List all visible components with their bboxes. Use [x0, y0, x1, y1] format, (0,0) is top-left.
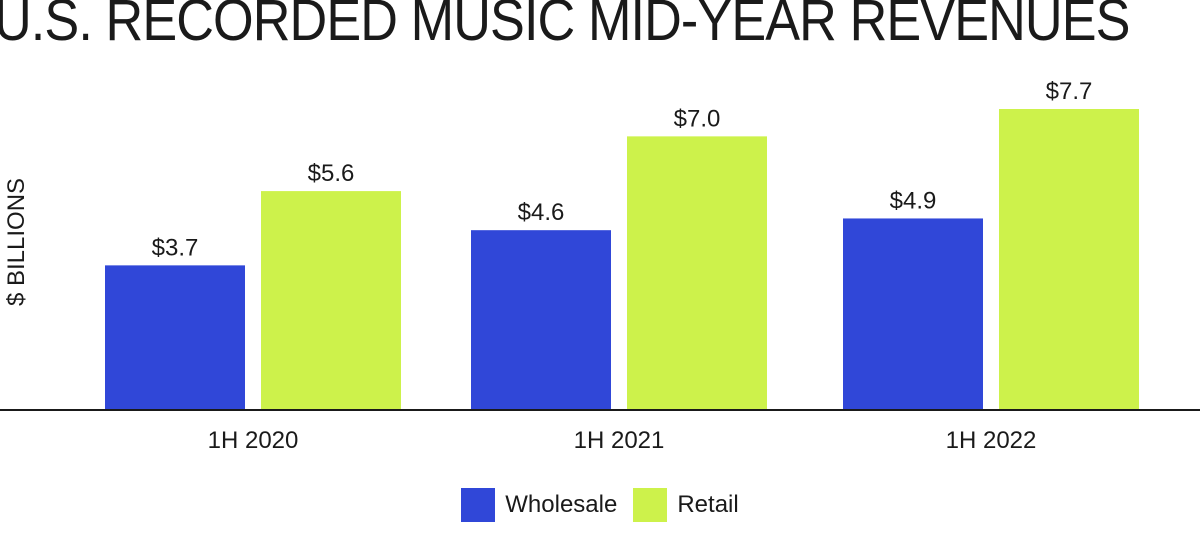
y-axis-label: $ BILLIONS	[3, 178, 30, 306]
bar-wholesale-1	[471, 230, 611, 410]
legend-swatch-wholesale	[461, 488, 496, 522]
value-label-retail-0: $5.6	[308, 160, 355, 187]
category-label-1: 1H 2021	[574, 427, 665, 454]
value-label-wholesale-2: $4.9	[890, 187, 937, 214]
bar-wholesale-0	[105, 265, 245, 410]
bar-retail-1	[627, 136, 767, 410]
legend-item-wholesale: Wholesale	[461, 488, 617, 522]
value-label-wholesale-1: $4.6	[518, 199, 565, 226]
value-label-retail-2: $7.7	[1046, 78, 1093, 105]
bar-wholesale-2	[843, 218, 983, 410]
value-label-wholesale-0: $3.7	[152, 234, 199, 261]
bar-chart: $ BILLIONS $3.7 $5.6 $4.6 $7.0 $4.9 $7.7 1H 2…	[0, 78, 1200, 454]
legend-label-retail: Retail	[677, 491, 739, 518]
legend-swatch-retail	[633, 488, 668, 522]
legend: Wholesale Retail	[0, 488, 1200, 522]
legend-item-retail: Retail	[633, 488, 739, 522]
chart-title: U.S. RECORDED MUSIC MID-YEAR REVENUES	[0, 0, 1130, 53]
category-label-2: 1H 2022	[946, 427, 1037, 454]
bar-retail-2	[999, 109, 1139, 410]
bar-retail-0	[261, 191, 401, 410]
value-label-retail-1: $7.0	[674, 105, 721, 132]
category-label-0: 1H 2020	[208, 427, 299, 454]
legend-label-wholesale: Wholesale	[505, 491, 618, 518]
